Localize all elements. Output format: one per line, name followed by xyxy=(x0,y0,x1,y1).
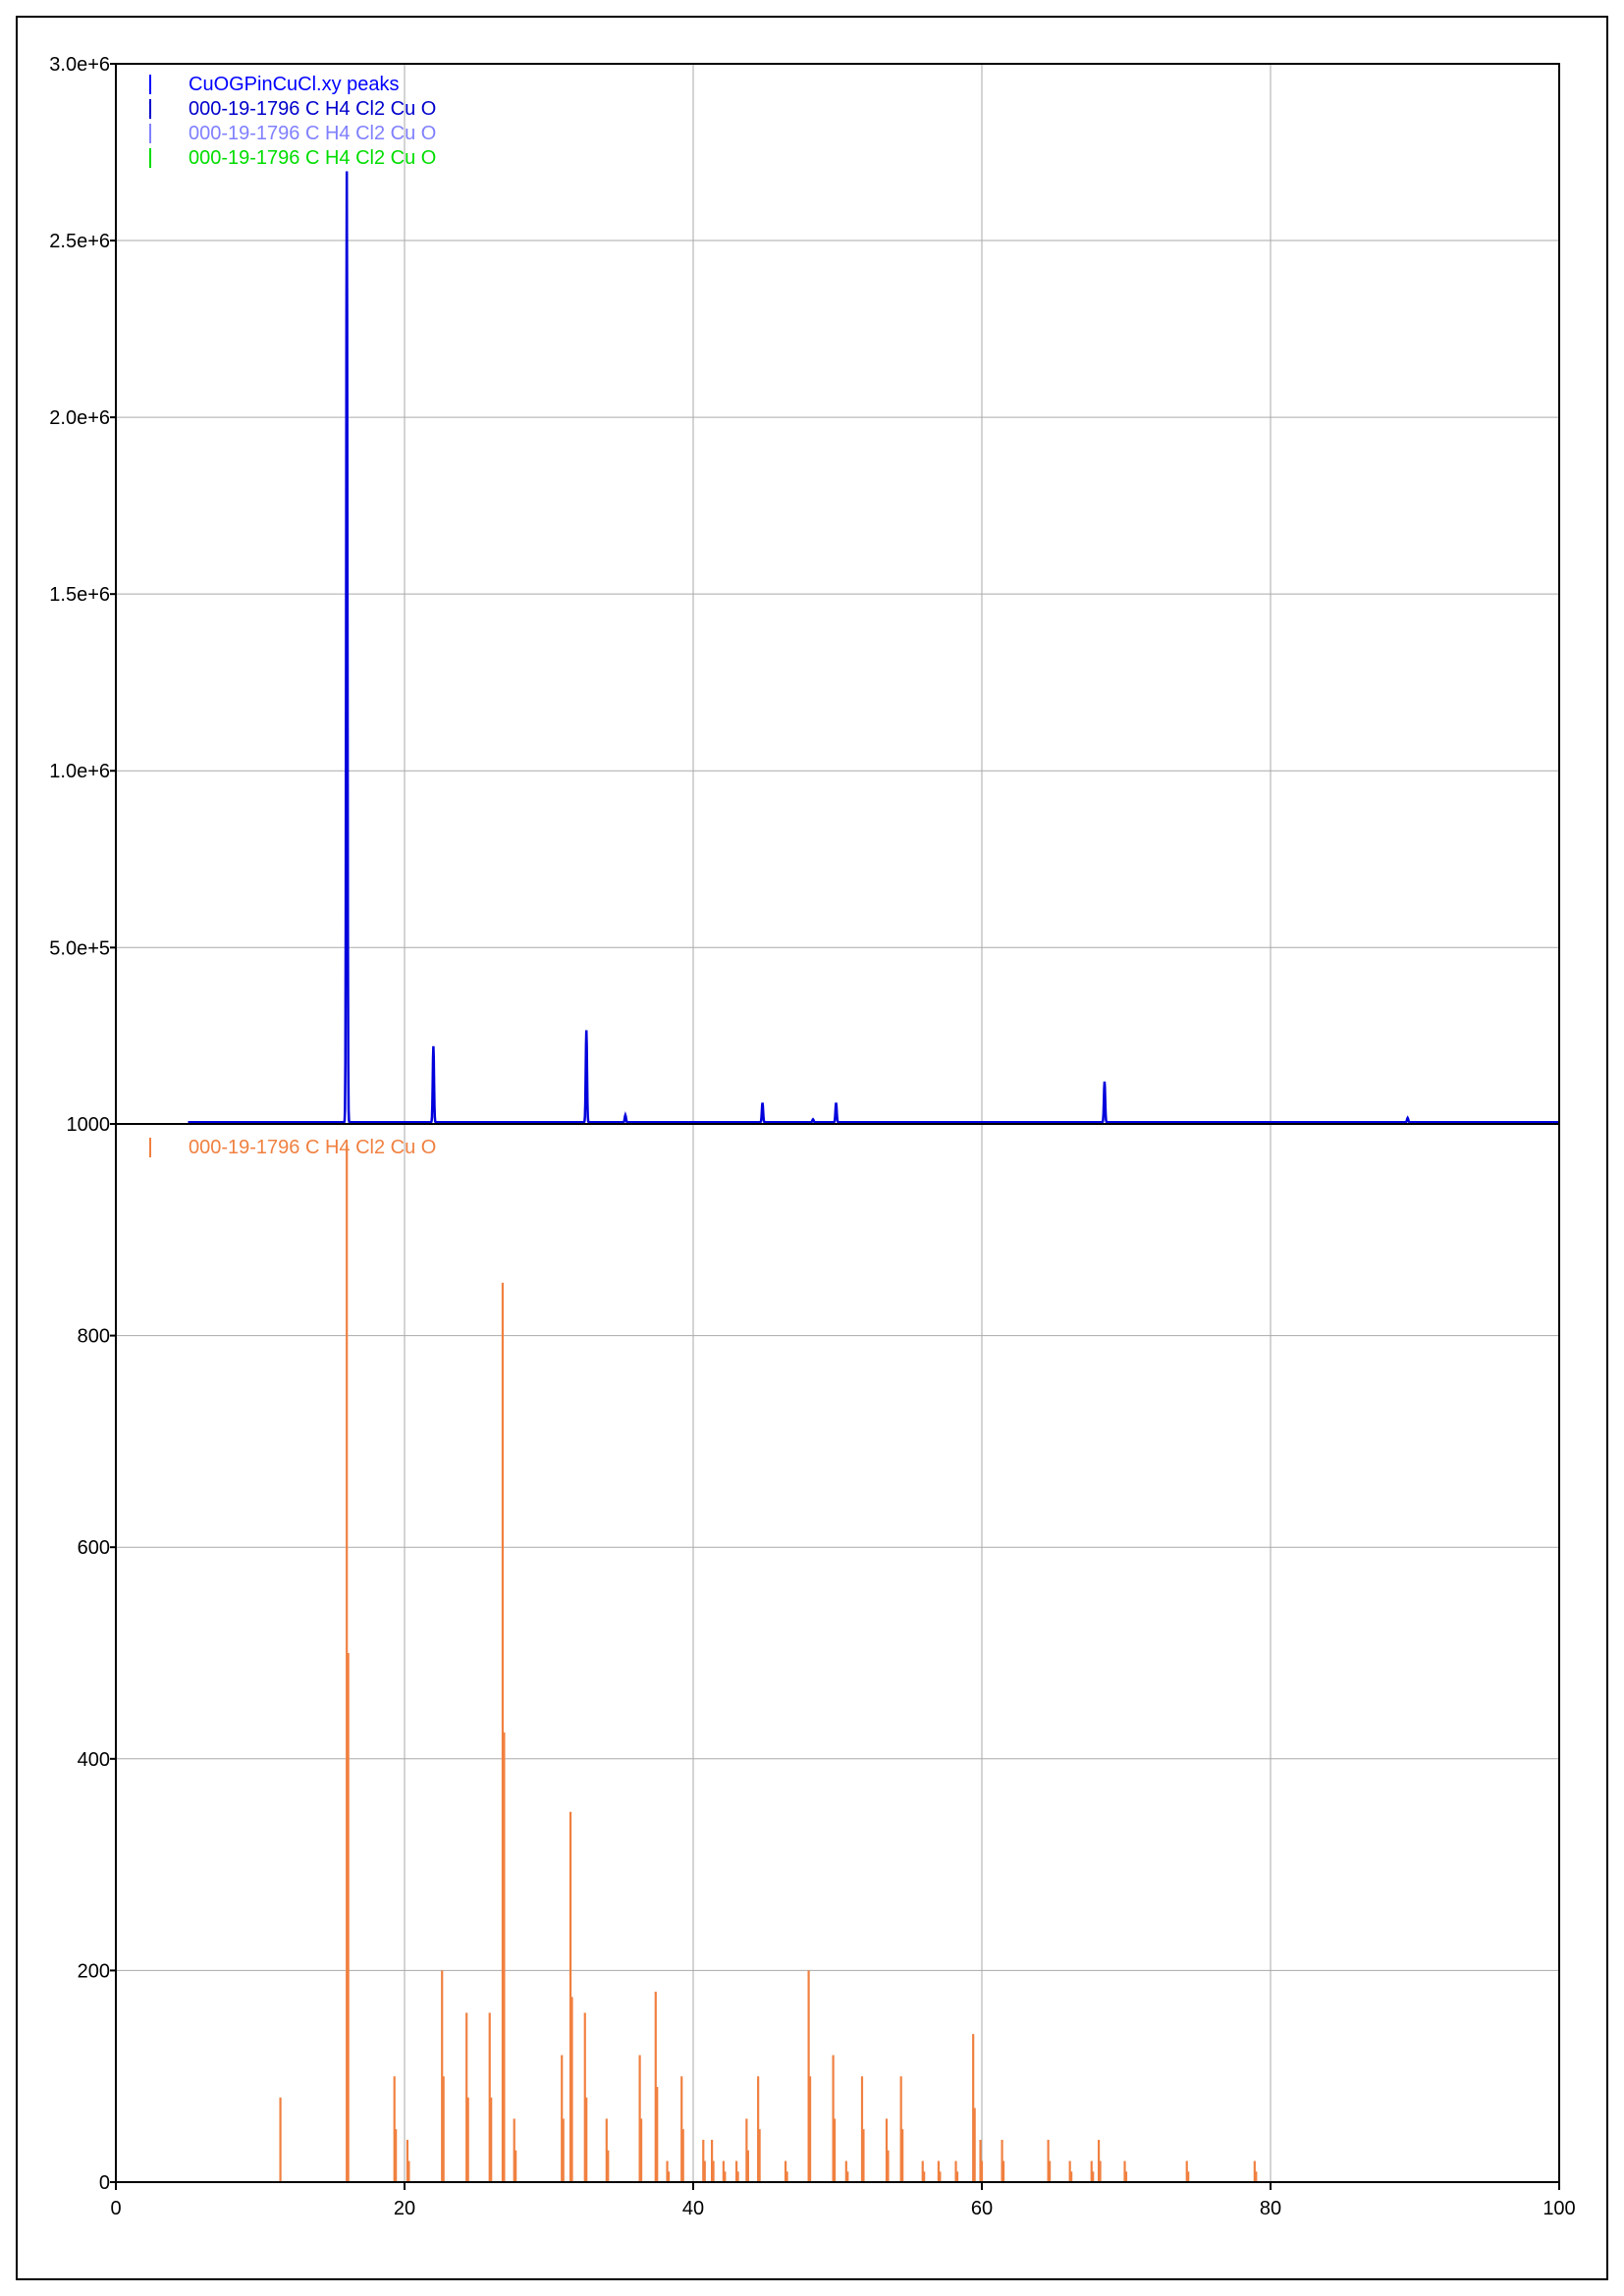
x-tick-label: 80 xyxy=(1260,2198,1281,2219)
top-y-tick-label: 1.0e+6 xyxy=(49,761,110,782)
gridlines xyxy=(116,64,1559,2182)
top-y-tick-label: 1.5e+6 xyxy=(49,584,110,606)
bottom-y-tick-label: 200 xyxy=(78,1960,110,1982)
bottom-y-tick-label: 400 xyxy=(78,1749,110,1771)
x-tick-label: 100 xyxy=(1543,2198,1575,2219)
top-y-tick-label: 5.0e+5 xyxy=(49,937,110,959)
legend-label: 000-19-1796 C H4 Cl2 Cu O xyxy=(189,123,436,144)
top-y-tick-label: 2.0e+6 xyxy=(49,407,110,429)
bar-series xyxy=(279,1145,1258,2182)
legend-label: 000-19-1796 C H4 Cl2 Cu O xyxy=(189,98,436,120)
bottom-y-tick-label: 1000 xyxy=(67,1114,111,1136)
x-tick-label: 0 xyxy=(110,2198,121,2219)
bottom-y-tick-label: 600 xyxy=(78,1537,110,1559)
top-legend: CuOGPinCuCl.xy peaks 000-19-1796 C H4 Cl2… xyxy=(149,74,436,169)
legend-label: 000-19-1796 C H4 Cl2 Cu O xyxy=(189,147,436,169)
x-tick-label: 40 xyxy=(682,2198,704,2219)
x-tick-label: 60 xyxy=(971,2198,993,2219)
x-tick-label: 20 xyxy=(394,2198,415,2219)
top-y-tick-label: 2.5e+6 xyxy=(49,231,110,252)
top-y-tick-label: 3.0e+6 xyxy=(49,54,110,76)
legend-label: 000-19-1796 C H4 Cl2 Cu O xyxy=(189,1137,436,1158)
legend-label: CuOGPinCuCl.xy peaks xyxy=(189,74,400,95)
bottom-y-tick-label: 0 xyxy=(99,2172,110,2194)
bottom-legend: 000-19-1796 C H4 Cl2 Cu O xyxy=(149,1137,436,1158)
bottom-y-tick-label: 800 xyxy=(78,1326,110,1348)
figure-frame xyxy=(16,16,1608,2280)
profile-line xyxy=(188,171,1559,1124)
bottom-plot-frame xyxy=(115,1123,1560,2183)
